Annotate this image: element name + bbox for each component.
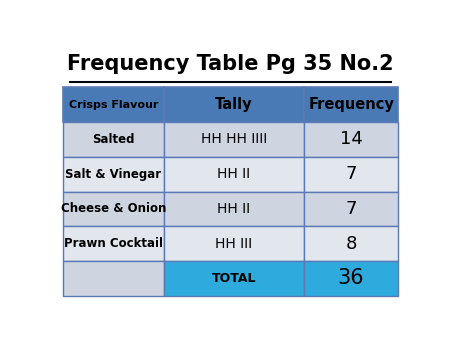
Bar: [164, 88, 304, 122]
Text: Prawn Cocktail: Prawn Cocktail: [64, 237, 163, 250]
Bar: [304, 88, 398, 122]
Bar: [63, 157, 164, 192]
Text: Salted: Salted: [92, 133, 135, 146]
Bar: [304, 192, 398, 226]
Text: Cheese & Onion: Cheese & Onion: [61, 202, 166, 215]
Bar: [304, 122, 398, 157]
Text: HH III: HH III: [216, 237, 252, 250]
Text: HH II: HH II: [217, 202, 251, 216]
Bar: [63, 192, 164, 226]
Text: HH II: HH II: [217, 167, 251, 181]
Bar: [63, 226, 164, 261]
Bar: [63, 261, 164, 296]
Bar: [164, 157, 304, 192]
Bar: [164, 192, 304, 226]
Text: 36: 36: [338, 268, 364, 288]
Text: Tally: Tally: [215, 97, 253, 112]
Bar: [164, 122, 304, 157]
Text: 7: 7: [346, 200, 357, 218]
Bar: [63, 122, 164, 157]
Text: HH HH IIII: HH HH IIII: [201, 132, 267, 146]
Bar: [304, 226, 398, 261]
Text: Frequency: Frequency: [308, 97, 394, 112]
Text: TOTAL: TOTAL: [212, 272, 256, 285]
Text: Crisps Flavour: Crisps Flavour: [69, 100, 158, 110]
Bar: [304, 261, 398, 296]
Text: Frequency Table Pg 35 No.2: Frequency Table Pg 35 No.2: [68, 54, 394, 74]
Text: 7: 7: [346, 165, 357, 183]
Text: Salt & Vinegar: Salt & Vinegar: [65, 168, 162, 180]
Text: 8: 8: [346, 235, 357, 252]
Text: 14: 14: [340, 130, 363, 148]
Bar: [164, 261, 304, 296]
Bar: [164, 226, 304, 261]
Bar: [63, 88, 164, 122]
Bar: [304, 157, 398, 192]
